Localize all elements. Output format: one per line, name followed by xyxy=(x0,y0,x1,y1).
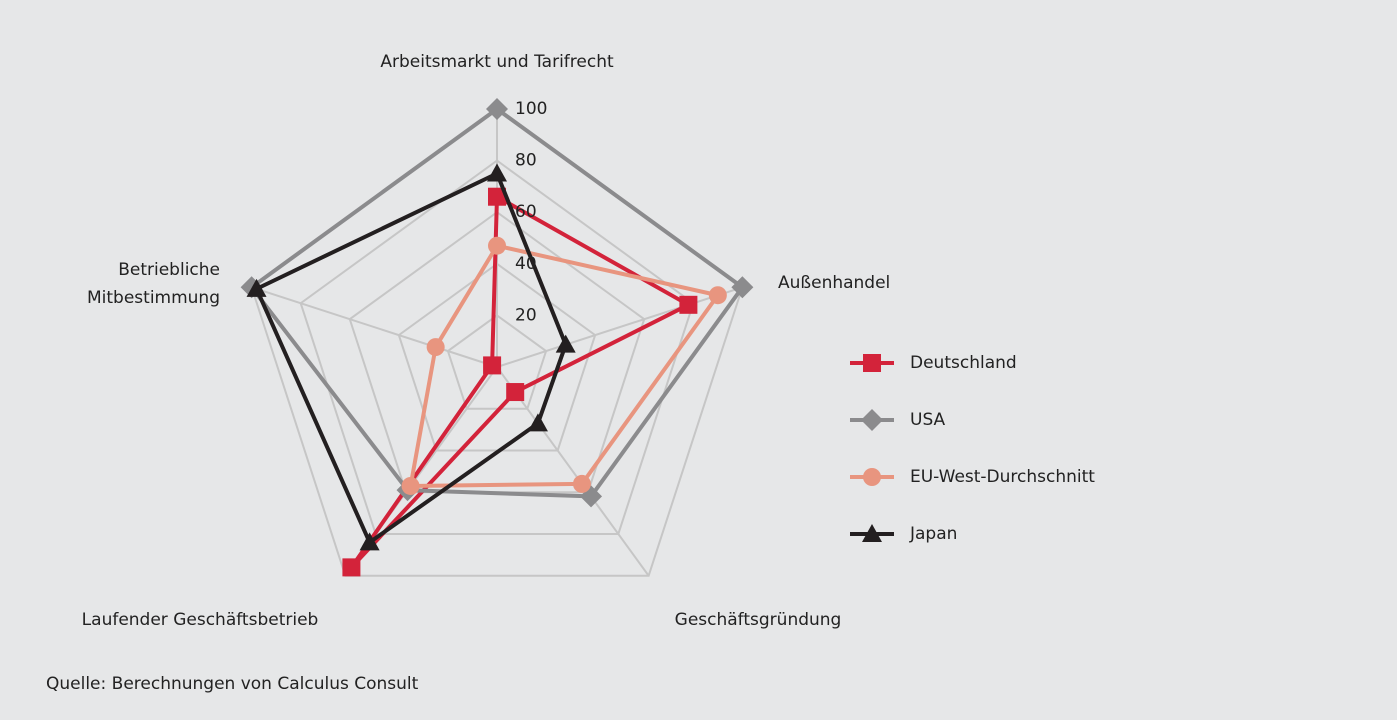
data-point xyxy=(483,356,502,375)
category-label: Geschäftsgründung xyxy=(674,610,842,630)
r-tick-label: 60 xyxy=(515,202,537,222)
legend-label: EU-West-Durchschnitt xyxy=(910,467,1095,487)
data-point xyxy=(342,558,361,577)
data-point xyxy=(731,276,754,299)
legend-marker xyxy=(862,524,882,542)
legend-marker xyxy=(863,354,881,372)
r-tick-label: 80 xyxy=(515,151,537,171)
data-point xyxy=(527,413,548,432)
category-label: Arbeitsmarkt und Tarifrecht xyxy=(380,52,614,72)
grid-ring xyxy=(299,159,695,535)
data-point xyxy=(487,163,507,182)
legend-label: USA xyxy=(910,410,946,430)
legend-marker xyxy=(861,409,883,431)
data-point xyxy=(488,187,506,206)
r-tick-label: 40 xyxy=(515,254,537,274)
data-point xyxy=(426,338,445,357)
series-line xyxy=(408,243,720,488)
series-line xyxy=(254,171,568,545)
series-line xyxy=(249,107,745,499)
data-point xyxy=(401,476,420,495)
data-point xyxy=(488,236,506,255)
data-point xyxy=(555,334,576,353)
data-point xyxy=(708,286,727,305)
category-label: Laufender Geschäftsbetrieb xyxy=(81,610,319,630)
spoke xyxy=(496,286,743,368)
legend-marker xyxy=(863,468,881,486)
spoke xyxy=(496,366,650,577)
series-line xyxy=(349,194,691,570)
data-point xyxy=(359,532,380,551)
category-label: Betriebliche Mitbestimmung xyxy=(86,260,220,308)
data-point xyxy=(679,295,698,314)
data-point xyxy=(246,278,267,297)
r-tick-label: 100 xyxy=(515,99,547,119)
category-label: Außenhandel xyxy=(778,273,891,293)
data-point xyxy=(506,383,525,402)
spoke xyxy=(251,286,498,368)
legend-label: Deutschland xyxy=(910,353,1017,373)
legend-label: Japan xyxy=(909,524,957,544)
r-tick-label: 20 xyxy=(515,305,537,325)
data-point xyxy=(572,474,591,493)
data-point xyxy=(486,98,508,120)
source: Quelle: Berechnungen von Calculus Consul… xyxy=(46,674,419,694)
